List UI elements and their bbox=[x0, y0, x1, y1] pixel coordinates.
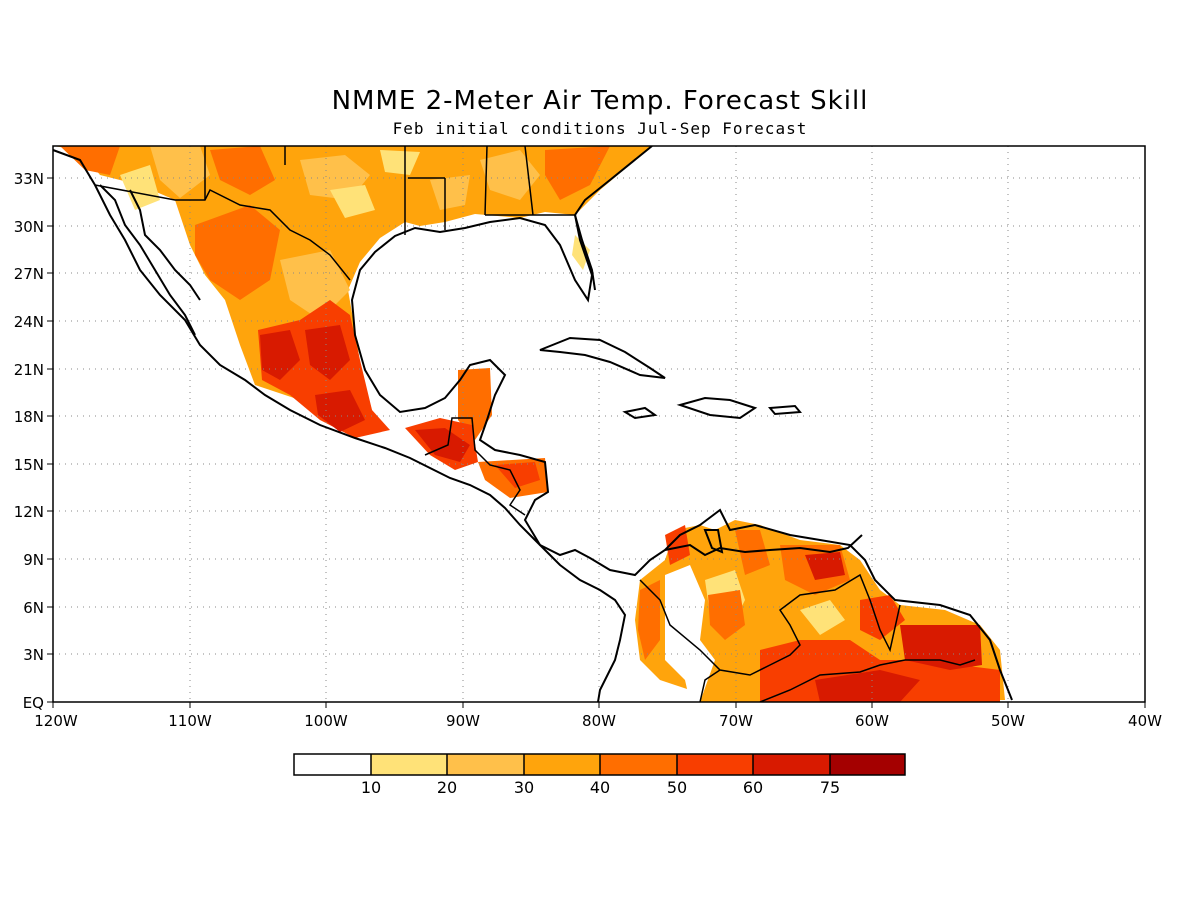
coastline-jamaica bbox=[622, 406, 658, 420]
colorbar-swatch bbox=[447, 754, 524, 775]
colorbar-label: 40 bbox=[590, 778, 610, 797]
map-subtitle: Feb initial conditions Jul-Sep Forecast bbox=[392, 119, 808, 138]
colorbar-swatch bbox=[524, 754, 600, 775]
y-tick-label: 24N bbox=[14, 313, 44, 331]
y-tick-label: 3N bbox=[23, 646, 44, 664]
skill-region-sa-orange bbox=[638, 530, 850, 660]
colorbar-label: 10 bbox=[361, 778, 381, 797]
colorbar-label: 50 bbox=[667, 778, 687, 797]
coastline-pacific bbox=[53, 149, 627, 702]
skill-region-guatemala-dark bbox=[415, 428, 470, 462]
x-tick-labels: 120W 110W 100W 90W 80W 70W 60W 50W 40W bbox=[34, 712, 1162, 730]
coastline-lake-maracaibo bbox=[703, 529, 724, 554]
y-tick-label: 33N bbox=[14, 170, 44, 188]
colorbar-label: 60 bbox=[743, 778, 763, 797]
colorbar-label: 75 bbox=[820, 778, 840, 797]
colorbar-swatch bbox=[830, 754, 905, 775]
coastline-baja bbox=[99, 184, 201, 336]
coastlines bbox=[53, 146, 1013, 702]
y-tick-label: 6N bbox=[23, 599, 44, 617]
y-tick-label: EQ bbox=[23, 694, 44, 712]
colorbar-label: 30 bbox=[514, 778, 534, 797]
x-tick-label: 110W bbox=[168, 712, 212, 730]
colorbar-swatch bbox=[371, 754, 447, 775]
y-tick-labels: EQ 3N 6N 9N 12N 15N 18N 21N 24N 27N 30N … bbox=[14, 170, 44, 712]
coastline-florida bbox=[574, 214, 596, 291]
skill-region-sa-pale bbox=[705, 570, 845, 635]
x-tick-label: 50W bbox=[991, 712, 1025, 730]
border-south-america bbox=[639, 573, 976, 702]
skill-region-usa-light bbox=[150, 146, 540, 320]
border-us-states bbox=[204, 146, 575, 235]
skill-region-yucatan bbox=[458, 368, 492, 440]
coastline-gulf bbox=[350, 146, 1013, 701]
tick-marks bbox=[47, 177, 1146, 708]
y-tick-label: 12N bbox=[14, 503, 44, 521]
graticule bbox=[53, 146, 1145, 702]
coastline-puerto-rico bbox=[767, 404, 803, 416]
border-us-mexico bbox=[94, 184, 351, 281]
border-central-america bbox=[424, 417, 526, 516]
x-tick-label: 80W bbox=[582, 712, 616, 730]
colorbar-label: 20 bbox=[437, 778, 457, 797]
colorbar-swatch bbox=[753, 754, 830, 775]
y-tick-label: 18N bbox=[14, 408, 44, 426]
colorbar: 10 20 30 40 50 60 75 bbox=[293, 753, 906, 797]
x-tick-label: 90W bbox=[446, 712, 480, 730]
x-tick-label: 70W bbox=[719, 712, 753, 730]
skill-region-usa bbox=[53, 146, 652, 432]
x-tick-label: 40W bbox=[1128, 712, 1162, 730]
colorbar-swatch bbox=[677, 754, 753, 775]
skill-region-sa-white bbox=[665, 565, 715, 702]
coastline-south-america-north bbox=[664, 534, 863, 557]
skill-region-usa-pale bbox=[120, 150, 590, 270]
colorbar-swatch bbox=[600, 754, 677, 775]
skill-region-sa-dark bbox=[805, 552, 982, 702]
y-tick-label: 15N bbox=[14, 456, 44, 474]
y-tick-label: 30N bbox=[14, 218, 44, 236]
skill-shading bbox=[53, 146, 1005, 702]
x-tick-label: 120W bbox=[34, 712, 78, 730]
skill-region-sa-red bbox=[665, 525, 1000, 702]
borders bbox=[94, 146, 976, 702]
y-tick-label: 9N bbox=[23, 551, 44, 569]
colorbar-swatch bbox=[294, 754, 371, 775]
skill-region-mexico-dark bbox=[260, 325, 365, 432]
coastline-cuba bbox=[539, 336, 666, 379]
x-tick-label: 60W bbox=[855, 712, 889, 730]
y-tick-label: 21N bbox=[14, 361, 44, 379]
y-tick-label: 27N bbox=[14, 265, 44, 283]
x-tick-label: 100W bbox=[304, 712, 348, 730]
map-title: NMME 2-Meter Air Temp. Forecast Skill bbox=[331, 86, 869, 116]
skill-region-usa-orange bbox=[60, 146, 610, 300]
coastline-hispaniola bbox=[676, 396, 758, 420]
